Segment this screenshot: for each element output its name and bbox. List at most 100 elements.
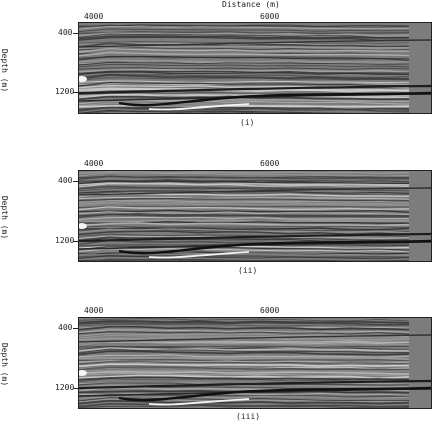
seismic-reflector [79, 25, 409, 30]
seismic-reflector [79, 395, 410, 399]
x-tick-label-6000: 6000 [260, 306, 280, 315]
seismic-basal-event [118, 239, 431, 255]
x-tick-label-6000: 6000 [260, 159, 280, 168]
seismic-bright-spot [79, 223, 87, 229]
seismic-reflector [79, 209, 410, 213]
y-axis-title: Depth (m) [0, 342, 10, 387]
seismic-reflector [79, 374, 410, 380]
seismic-reflector [79, 219, 410, 223]
y-tick-label-400: 400 [58, 323, 73, 332]
seismic-reflector [79, 67, 410, 70]
seismic-reflector [79, 179, 410, 183]
seismic-reflector [79, 202, 410, 207]
seismic-reflector [79, 331, 410, 335]
panel-caption-3: (iii) [236, 412, 261, 421]
seismic-reflector [79, 190, 410, 194]
seismic-reflector [79, 404, 410, 408]
x-tick-label-6000: 6000 [260, 12, 280, 21]
seismic-reflector [79, 347, 410, 352]
seismic-bright-spot [79, 370, 87, 376]
seismic-reflector [79, 325, 410, 331]
seismic-reflector [79, 61, 410, 66]
seismic-reflector [79, 59, 410, 63]
x-tick-label-4000: 4000 [84, 159, 104, 168]
seismic-bright-spot [79, 76, 87, 82]
seismic-reflector [79, 63, 410, 68]
seismic-reflector [79, 222, 410, 227]
seismic-reflector [79, 371, 410, 375]
seismic-reflector [79, 200, 410, 204]
seismic-reflector [79, 225, 410, 229]
seismic-reflector [79, 206, 410, 211]
seismic-reflector [79, 334, 410, 339]
seismic-reflector [79, 24, 410, 27]
y-tick-label-400: 400 [58, 28, 73, 37]
seismic-reflector [79, 341, 410, 346]
seismic-reflector [79, 104, 410, 108]
seismic-reflector [79, 172, 410, 177]
seismic-reflector [79, 200, 410, 206]
y-tick-mark [73, 181, 78, 182]
seismic-reflector [79, 350, 410, 356]
seismic-reflector [79, 183, 410, 188]
y-tick-mark [73, 388, 78, 389]
seismic-reflector [79, 363, 410, 368]
seismic-basal-event [118, 386, 431, 402]
seismic-bright-event [148, 398, 250, 406]
seismic-reflector [79, 384, 410, 388]
seismic-reflector [79, 100, 410, 105]
seismic-image-2 [78, 170, 432, 262]
seismic-reflector [79, 73, 410, 79]
seismic-reflector-strong [79, 39, 431, 48]
x-axis-title: Distance (m) [222, 0, 280, 9]
seismic-reflector [79, 346, 410, 351]
seismic-reflector [79, 196, 410, 200]
seismic-reflector [79, 369, 410, 373]
seismic-reflector [79, 323, 410, 327]
seismic-reflector [79, 236, 410, 241]
seismic-texture [79, 171, 431, 261]
y-tick-mark [73, 33, 78, 34]
seismic-reflector [79, 88, 410, 93]
x-tick-label-4000: 4000 [84, 306, 104, 315]
seismic-reflector [79, 80, 410, 84]
seismic-reflector-strong [79, 334, 431, 343]
seismic-reflector-strong [79, 232, 431, 243]
y-tick-mark [73, 92, 78, 93]
y-tick-label-1200: 1200 [55, 383, 75, 392]
seismic-reflector [79, 71, 409, 75]
seismic-reflector [79, 35, 410, 40]
seismic-reflector [79, 213, 410, 218]
seismic-bright-event [148, 251, 250, 259]
seismic-reflector [79, 198, 409, 202]
seismic-reflector-strong [79, 187, 431, 196]
x-tick-label-4000: 4000 [84, 12, 104, 21]
seismic-reflector [79, 55, 410, 61]
seismic-reflector [79, 205, 410, 208]
seismic-basal-event [118, 91, 431, 107]
seismic-reflector [79, 245, 410, 251]
seismic-reflector [79, 175, 409, 181]
seismic-reflector [79, 30, 410, 35]
seismic-bright-event [148, 103, 250, 111]
seismic-reflector [79, 399, 410, 405]
seismic-reflector [79, 329, 410, 333]
seismic-reflector [79, 318, 410, 322]
seismic-reflector [79, 366, 410, 371]
y-tick-label-1200: 1200 [55, 236, 75, 245]
seismic-reflector [79, 372, 410, 376]
seismic-reflector [79, 356, 410, 360]
seismic-reflector [79, 28, 410, 33]
seismic-reflector-strong [79, 379, 431, 390]
seismic-reflector [79, 187, 410, 192]
seismic-reflector [79, 36, 410, 41]
y-axis-title: Depth (m) [0, 195, 10, 240]
seismic-reflector [79, 227, 410, 231]
seismic-texture [79, 23, 431, 113]
seismic-reflector [79, 33, 410, 38]
seismic-reflector [79, 402, 410, 408]
y-axis-title: Depth (m) [0, 48, 10, 93]
seismic-reflector [79, 393, 410, 396]
seismic-reflector [79, 51, 410, 57]
seismic-image-3 [78, 317, 432, 409]
